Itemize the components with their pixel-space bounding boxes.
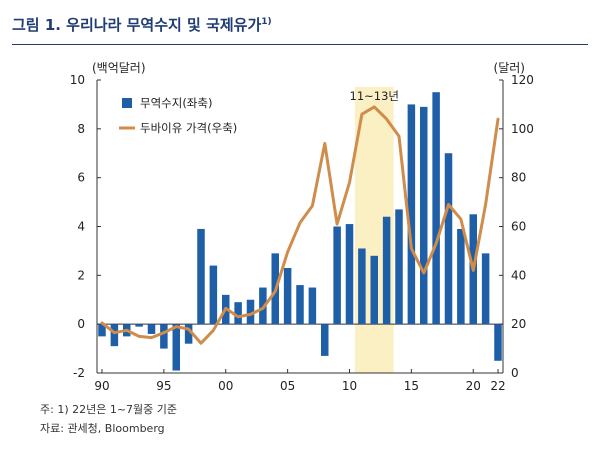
highlight-label: 11~13년 [350,89,399,103]
trade-balance-bar [197,228,205,325]
chart-title-text: 그림 1. 우리나라 무역수지 및 국제유가 [12,16,262,34]
x-tick-label: 10 [342,379,357,393]
left-tick-label: 6 [77,171,85,185]
trade-balance-bar [345,224,354,325]
trade-balance-bar [370,255,378,325]
x-tick-label: 90 [94,379,109,393]
right-tick-label: 80 [511,171,526,185]
trade-balance-bar [481,253,490,325]
right-tick-label: 120 [511,73,534,87]
trade-balance-bar [358,248,366,325]
trade-balance-bar [110,324,119,347]
x-tick-label: 05 [280,379,295,393]
trade-balance-bar [234,302,242,325]
trade-balance-bar [321,324,329,356]
trade-balance-bar [308,287,317,325]
trade-balance-bar [209,265,218,325]
left-tick-label: 2 [77,268,85,282]
x-tick-label: 15 [404,379,419,393]
trade-balance-bar [296,285,304,325]
right-axis-unit: (달러) [494,61,525,75]
trade-balance-bar [147,324,156,334]
left-tick-label: 8 [77,122,85,136]
trade-balance-bar [98,324,106,337]
legend-bar-swatch [122,98,132,108]
trade-balance-bar [494,324,502,361]
trade-balance-bar [172,324,180,371]
left-tick-label: 4 [77,220,85,234]
left-axis-unit: (백억달러) [92,61,146,75]
trade-balance-bar [184,324,193,344]
x-tick-label: 00 [218,379,233,393]
legend-line-label: 두바이유 가격(우축) [140,121,237,135]
trade-balance-bar [246,299,255,325]
right-tick-label: 0 [511,366,519,380]
trade-balance-bar [135,324,143,327]
trade-balance-bar [160,324,168,349]
right-tick-label: 100 [511,122,534,136]
trade-balance-bar [457,228,465,325]
notes: 주: 1) 22년은 1~7월중 기준 자료: 관세청, Bloomberg [40,400,177,438]
trade-balance-bar [420,106,428,325]
x-tick-label: 22 [490,379,505,393]
dubai-oil-line [100,105,500,345]
trade-balance-bar [407,104,416,325]
trade-balance-bar [444,153,453,325]
note-footnote: 주: 1) 22년은 1~7월중 기준 [40,403,178,416]
right-tick-label: 40 [511,268,526,282]
right-tick-label: 60 [511,220,526,234]
right-tick-label: 20 [511,317,526,331]
trade-balance-bar [283,268,292,325]
chart-title-footnote-mark: 1) [261,17,272,27]
trade-balance-bar [382,216,391,325]
left-tick-label: 0 [77,317,85,331]
left-tick-label: -2 [73,366,85,380]
x-tick-label: 20 [466,379,481,393]
left-tick-label: 10 [70,73,85,87]
note-source: 자료: 관세청, Bloomberg [40,422,165,435]
trade-balance-bar [395,209,403,325]
trade-balance-bar [333,226,341,325]
trade-balance-bar [432,92,440,325]
chart-title: 그림 1. 우리나라 무역수지 및 국제유가1) [12,14,272,35]
x-tick-label: 95 [156,379,171,393]
title-rule [12,44,588,45]
legend-bar-label: 무역수지(좌축) [140,96,212,110]
